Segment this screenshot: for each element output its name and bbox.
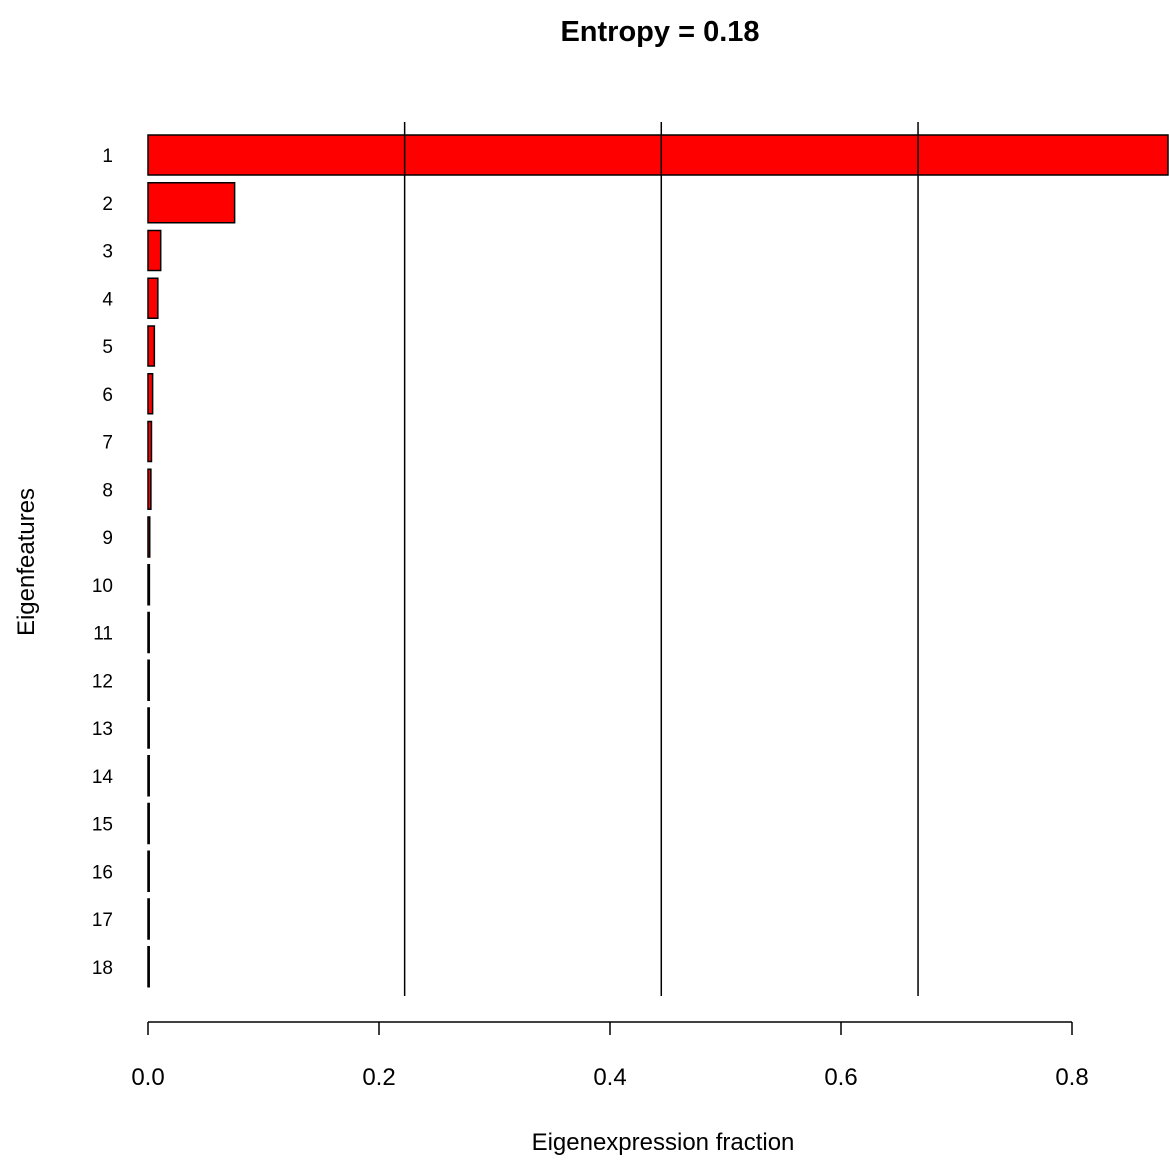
y-tick-label: 13: [92, 719, 113, 740]
bar: [147, 802, 150, 845]
bar: [147, 946, 150, 988]
y-tick-label: 7: [102, 433, 113, 454]
bar: [147, 707, 150, 749]
x-tick-label: 0.2: [362, 1064, 395, 1091]
y-tick-label: 4: [102, 289, 113, 310]
bar: [147, 898, 150, 940]
bar: [147, 134, 1169, 176]
x-tick-label: 0.4: [593, 1064, 626, 1091]
y-tick-label: 15: [92, 815, 113, 836]
bar: [147, 182, 236, 224]
y-tick-label: 12: [92, 671, 113, 692]
bar: [147, 229, 162, 272]
bar: [147, 325, 156, 367]
y-tick-label: 2: [102, 194, 113, 215]
y-tick-label: 6: [102, 385, 113, 406]
bar: [147, 516, 151, 558]
bar: [147, 420, 153, 463]
y-tick-label: 1: [102, 146, 113, 167]
x-tick-label: 0.8: [1055, 1064, 1088, 1091]
chart-title: Entropy = 0.18: [560, 16, 759, 48]
x-tick-label: 0.6: [824, 1064, 857, 1091]
bar: [147, 373, 154, 415]
y-tick-label: 9: [102, 528, 113, 549]
x-tick-label: 0.0: [131, 1064, 164, 1091]
y-tick-label: 16: [92, 862, 113, 883]
y-axis-label: Eigenfeatures: [13, 488, 40, 636]
bar: [147, 850, 150, 892]
bar: [147, 468, 152, 510]
y-tick-label: 10: [92, 576, 113, 597]
y-tick-label: 3: [102, 242, 113, 263]
bar: [147, 755, 150, 797]
y-tick-label: 17: [92, 910, 113, 931]
bar: [147, 564, 151, 606]
y-tick-label: 8: [102, 480, 113, 501]
y-tick-label: 5: [102, 337, 113, 358]
bar: [147, 611, 150, 654]
x-axis-label: Eigenexpression fraction: [532, 1129, 795, 1156]
bar-group: [147, 134, 1169, 988]
reference-lines: [403, 122, 919, 996]
bar: [147, 659, 150, 701]
y-tick-label: 18: [92, 958, 113, 979]
x-axis: 0.0 0.2 0.4 0.6 0.8: [131, 1021, 1089, 1091]
bar: [147, 277, 159, 319]
y-tick-label: 11: [93, 624, 113, 645]
y-tick-label: 14: [92, 767, 114, 788]
